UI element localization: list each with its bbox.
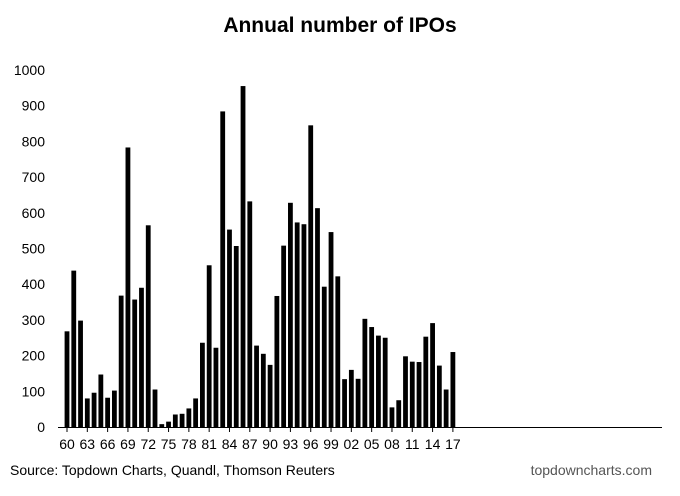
x-tick-label: 90 — [262, 436, 278, 452]
bar-2014 — [430, 323, 435, 427]
chart-title: Annual number of IPOs — [223, 14, 457, 37]
y-tick-label: 600 — [22, 205, 46, 221]
bar-2002 — [348, 369, 354, 427]
bar-1996 — [308, 125, 314, 427]
y-tick-label: 500 — [22, 241, 46, 257]
bar-1988 — [254, 345, 259, 427]
x-tick-label: 69 — [120, 436, 136, 452]
bar-1973 — [152, 389, 158, 427]
bar-1967 — [111, 390, 117, 427]
bar-1964 — [91, 392, 97, 427]
bar-2011 — [409, 361, 415, 427]
x-tick-label: 63 — [80, 436, 96, 452]
x-tick-label: 60 — [59, 436, 75, 452]
bars-group — [64, 86, 456, 427]
bar-1968 — [118, 295, 124, 427]
bar-1987 — [247, 201, 253, 427]
bar-2009 — [396, 400, 402, 427]
y-tick-label: 200 — [22, 348, 46, 364]
bar-1960 — [64, 331, 70, 427]
x-tick-label: 75 — [161, 436, 177, 452]
y-tick-label: 800 — [22, 133, 46, 149]
bar-2012 — [416, 362, 422, 427]
bar-2004 — [362, 318, 368, 427]
bar-1971 — [139, 287, 144, 427]
x-tick-label: 11 — [405, 436, 420, 452]
bar-1993 — [288, 202, 293, 427]
bar-2005 — [369, 327, 375, 427]
bar-2010 — [403, 356, 408, 427]
bar-2008 — [389, 407, 395, 427]
x-tick-label: 96 — [303, 436, 319, 452]
x-tick-label: 72 — [140, 436, 156, 452]
bar-1976 — [172, 414, 178, 427]
bar-1995 — [301, 224, 307, 427]
x-tick-label: 05 — [364, 436, 380, 452]
y-tick-label: 300 — [22, 312, 46, 328]
x-tick-label: 66 — [100, 436, 116, 452]
y-tick-label: 1000 — [14, 62, 45, 78]
bar-1977 — [179, 413, 185, 427]
bar-1992 — [281, 245, 287, 427]
x-tick-label: 17 — [445, 436, 461, 452]
y-tick-label: 100 — [22, 383, 46, 399]
site-credit: topdowncharts.com — [530, 462, 652, 478]
bar-1975 — [166, 421, 171, 427]
bar-1985 — [233, 246, 239, 427]
bar-2001 — [342, 379, 347, 427]
y-tick-label: 0 — [37, 419, 45, 435]
bar-2017 — [450, 352, 456, 427]
bar-1997 — [315, 208, 320, 427]
bar-1986 — [240, 86, 246, 427]
x-tick-label: 02 — [344, 436, 360, 452]
bar-1982 — [213, 347, 219, 427]
bar-1962 — [78, 320, 83, 427]
source-note: Source: Topdown Charts, Quandl, Thomson … — [10, 462, 335, 478]
bar-1966 — [105, 397, 111, 427]
bar-2006 — [376, 335, 381, 427]
bar-1981 — [206, 265, 212, 427]
y-tick-label: 400 — [22, 276, 46, 292]
y-tick-label: 700 — [22, 169, 46, 185]
x-tick-label: 14 — [425, 436, 441, 452]
bar-2015 — [436, 365, 442, 427]
bar-1970 — [132, 299, 138, 427]
bar-2016 — [443, 389, 449, 427]
bar-1969 — [125, 147, 131, 427]
x-tick-label: 81 — [201, 436, 217, 452]
bar-1963 — [84, 398, 90, 427]
x-tick-label: 99 — [323, 436, 339, 452]
x-tick-label: 08 — [384, 436, 400, 452]
bar-1965 — [98, 374, 104, 427]
bar-1974 — [159, 424, 165, 427]
x-tick-label: 84 — [222, 436, 238, 452]
bar-2013 — [423, 336, 429, 427]
bar-1979 — [193, 398, 199, 427]
bar-1989 — [260, 353, 266, 427]
y-tick-label: 900 — [22, 98, 46, 114]
bar-1980 — [200, 342, 205, 427]
x-tick-label: 78 — [181, 436, 197, 452]
bar-2007 — [382, 337, 388, 427]
bar-1990 — [267, 364, 273, 427]
bar-1994 — [294, 222, 300, 427]
bar-2003 — [355, 378, 361, 427]
x-tick-label: 93 — [283, 436, 299, 452]
axes-group: 60 63 66 69 72 75 78 81 84 87 90 93 96 99 02 05 08 11 14 17… — [14, 62, 662, 452]
bar-1972 — [145, 225, 151, 427]
bar-1961 — [71, 270, 77, 427]
bar-1998 — [321, 286, 327, 427]
bar-1991 — [274, 295, 280, 427]
x-tick-label: 87 — [242, 436, 258, 452]
bar-1978 — [186, 408, 192, 427]
bar-1983 — [220, 111, 226, 427]
bar-1984 — [227, 229, 232, 427]
bar-1999 — [328, 232, 334, 427]
bar-2000 — [335, 276, 341, 427]
